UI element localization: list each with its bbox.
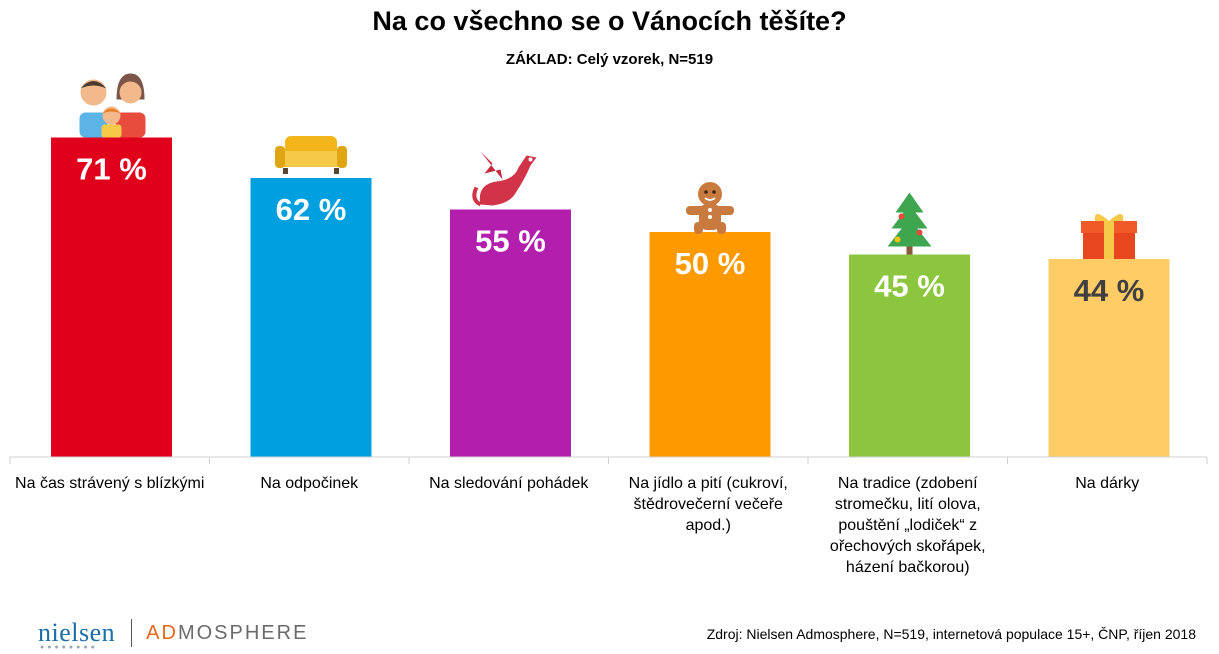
dragon-icon bbox=[472, 151, 537, 207]
value-label-3: 55 % bbox=[475, 224, 546, 259]
chart-title: Na co všechno se o Vánocích těšíte? bbox=[372, 6, 847, 36]
gift-icon bbox=[1081, 214, 1137, 259]
bar-2 bbox=[250, 178, 372, 457]
category-label-line: Na čas strávený s blízkými bbox=[15, 475, 205, 492]
category-label-line: stromečku, lití olova, bbox=[834, 496, 981, 513]
category-label-2: Na odpočinek bbox=[214, 473, 404, 494]
bar-chart: 71 % 62 % 55 % 50 % 45 % 44 % bbox=[9, 73, 1208, 464]
logo-nielsen-text: nielsen bbox=[38, 618, 116, 647]
bar-5 bbox=[849, 254, 970, 457]
category-label-line: Na tradice (zdobení bbox=[837, 475, 978, 492]
bar-4 bbox=[649, 232, 771, 457]
category-label-line: ořechových skořápek, bbox=[829, 538, 986, 555]
value-label-5: 45 % bbox=[874, 269, 945, 304]
category-label-line: apod.) bbox=[685, 517, 731, 534]
category-label-line: Na jídlo a pití (cukroví, bbox=[628, 475, 788, 492]
category-label-line: Na dárky bbox=[1075, 475, 1140, 492]
category-label-line: házení bačkorou) bbox=[845, 559, 970, 576]
category-label-4: Na jídlo a pití (cukroví, štědrovečerní v… bbox=[613, 473, 803, 536]
gingerbread-icon bbox=[686, 182, 734, 234]
category-label-1: Na čas strávený s blízkými bbox=[15, 473, 205, 494]
sofa-icon bbox=[275, 136, 347, 174]
bar-6 bbox=[1048, 259, 1170, 457]
logo-mosphere-text: MOSPHERE bbox=[177, 621, 309, 644]
category-label-6: Na dárky bbox=[1012, 473, 1202, 494]
bar-3 bbox=[450, 209, 571, 457]
source-note: Zdroj: Nielsen Admosphere, N=519, intern… bbox=[706, 626, 1196, 642]
family-icon bbox=[79, 73, 146, 138]
category-label-line: pouštění „lodiček“ z bbox=[838, 517, 978, 534]
category-label-line: Na sledování pohádek bbox=[429, 475, 589, 492]
logo-ad-text: AD bbox=[146, 621, 178, 644]
chart-subtitle: ZÁKLAD: Celý vzorek, N=519 bbox=[505, 51, 714, 68]
category-label-line: štědrovečerní večeře bbox=[633, 496, 783, 513]
logo-dots: ●●●●●●●● bbox=[40, 644, 98, 651]
value-label-2: 62 % bbox=[276, 192, 347, 227]
category-label-line: Na odpočinek bbox=[260, 475, 359, 492]
logo-separator bbox=[131, 619, 133, 647]
value-label-6: 44 % bbox=[1074, 273, 1145, 308]
christmas-tree-icon bbox=[887, 192, 932, 255]
bar-1 bbox=[51, 137, 172, 457]
value-label-4: 50 % bbox=[675, 246, 746, 281]
category-label-5: Na tradice (zdobení stromečku, lití olova… bbox=[813, 473, 1003, 578]
nielsen-admosphere-logo: nielsen ●●●●●●●● AD MOSPHERE bbox=[38, 618, 309, 651]
category-label-3: Na sledování pohádek bbox=[414, 473, 604, 494]
value-label-1: 71 % bbox=[76, 152, 147, 187]
